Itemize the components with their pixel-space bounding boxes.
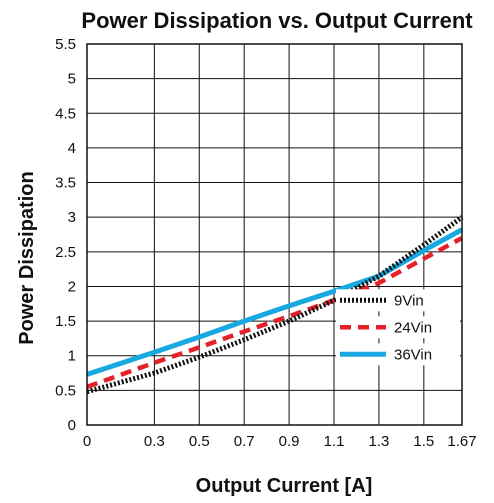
x-axis-ticks: 0 0.3 0.5 0.7 0.9 1.1 1.3 1.5 1.67	[83, 433, 477, 450]
y-tick-label: 2	[68, 278, 76, 295]
legend-item-background	[336, 316, 460, 339]
x-tick-label: 0.5	[189, 433, 210, 450]
y-axis-ticks: 0 0.5 1 1.5 2 2.5 3 3.5 4 4.5 5 5.5	[55, 36, 76, 434]
legend-item-background	[336, 289, 460, 312]
y-tick-label: 0.5	[55, 382, 76, 399]
x-tick-label: 0.9	[279, 433, 300, 450]
x-tick-label: 0.7	[234, 433, 255, 450]
legend-label-24vin: 24Vin	[394, 319, 432, 336]
chart-title: Power Dissipation vs. Output Current	[81, 8, 473, 33]
x-tick-label: 1.3	[368, 433, 389, 450]
y-tick-label: 5	[68, 71, 76, 88]
y-tick-label: 3	[68, 209, 76, 226]
x-axis-label: Output Current [A]	[196, 475, 373, 497]
series-line-24vin	[86, 236, 464, 390]
x-tick-label: 1.67	[447, 433, 476, 450]
x-tick-label: 0	[83, 433, 91, 450]
chart-grid	[87, 44, 462, 425]
x-tick-label: 1.1	[324, 433, 345, 450]
y-tick-label: 4	[68, 140, 76, 157]
legend-item-background	[336, 343, 460, 366]
plot-frame	[86, 43, 463, 426]
y-tick-label: 1	[68, 348, 76, 365]
y-tick-label: 4.5	[55, 105, 76, 122]
legend-label-36vin: 36Vin	[394, 346, 432, 363]
series-lines	[86, 215, 464, 395]
series-line-36vin	[86, 227, 464, 377]
y-tick-label: 5.5	[55, 36, 76, 53]
legend-label-9vin: 9Vin	[394, 292, 424, 309]
legend: 9Vin 24Vin 36Vin	[336, 289, 460, 366]
x-tick-label: 1.5	[413, 433, 434, 450]
y-axis-label: Power Dissipation	[16, 171, 38, 344]
y-tick-label: 1.5	[55, 313, 76, 330]
x-tick-label: 0.3	[144, 433, 165, 450]
y-tick-label: 0	[68, 417, 76, 434]
series-line-9vin	[86, 215, 464, 395]
y-tick-label: 3.5	[55, 175, 76, 192]
y-tick-label: 2.5	[55, 244, 76, 261]
